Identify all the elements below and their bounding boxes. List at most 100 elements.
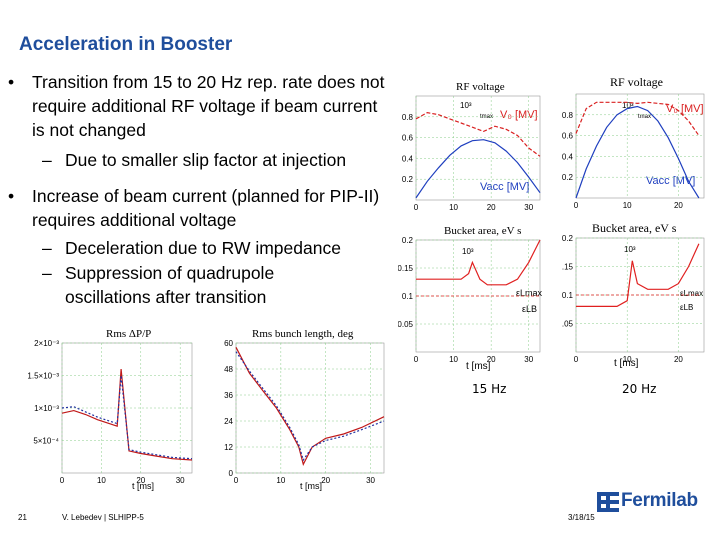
tmax-label: tmax (638, 114, 651, 120)
x-tick-label: 30 (176, 476, 185, 485)
caption-20hz: 20 Hz (622, 382, 657, 396)
y-tick-label: 0.15 (398, 264, 414, 273)
rf-voltage-15hz-chart: RF voltage 10³ tmax V₀ [MV] Vacc [MV] 0.… (402, 81, 541, 212)
plot-area: 0.05 0.1 0.15 0.2 0 10 20 (562, 234, 704, 364)
bucket-area-15hz-chart: Bucket area, eV s 10³ εLmax εLB t [ms] 0… (398, 225, 543, 372)
bullet-item: • Increase of beam current (planned for … (8, 184, 388, 232)
x-tick-label: 20 (674, 201, 683, 210)
y-tick-label: 0.1 (402, 292, 414, 301)
bucket-area-20hz-chart: Bucket area, eV s 10³ εLmax εLB t [ms] 0… (562, 221, 705, 369)
bullet-dot: • (8, 72, 15, 92)
x-tick-label: 20 (674, 355, 683, 364)
x-tick-label: 20 (321, 476, 330, 485)
y-tick-label: 5×10⁻⁴ (33, 437, 59, 446)
chart-title: RF voltage (610, 76, 663, 89)
y-tick-label: 1×10⁻³ (34, 404, 59, 413)
y-tick-label: 0.15 (562, 263, 574, 272)
chart-title: Bucket area, eV s (592, 221, 677, 235)
fermilab-logo-icon (597, 492, 619, 512)
y-tick-label: 0.2 (402, 175, 414, 184)
plot-area: 0.2 0.4 0.6 0.8 0 10 20 (562, 94, 704, 210)
exp-label: 10³ (460, 101, 472, 110)
plot-area: 5×10⁻⁴ 1×10⁻³ 1.5×10⁻³ 2×10⁻³ 0 10 20 30 (28, 339, 193, 485)
y-tick-label: 0.8 (402, 113, 414, 122)
y-tick-label: 0.6 (562, 132, 574, 141)
x-tick-label: 20 (487, 203, 496, 212)
lb-label: εLB (522, 304, 537, 314)
sub-bullet: – Due to smaller slip factor at injectio… (42, 148, 346, 172)
lb-label: εLB (680, 303, 693, 312)
series-line-1 (61, 368, 193, 461)
x-axis-label: t [ms] (300, 481, 322, 491)
lmax-label: εLmax (680, 289, 703, 298)
bullet-item: • Transition from 15 to 20 Hz rep. rate … (8, 70, 388, 142)
x-tick-label: 30 (524, 355, 533, 364)
x-tick-label: 30 (366, 476, 375, 485)
plot-frame (235, 342, 385, 474)
y-tick-label: 0.05 (562, 320, 574, 329)
sub-bullet: – Suppression of quadrupole oscillations… (42, 261, 362, 309)
y-tick-label: 0 (229, 469, 234, 478)
x-tick-label: 10 (97, 476, 106, 485)
page-number: 21 (18, 513, 27, 522)
y-tick-label: 0.4 (402, 154, 414, 163)
sub-dash: – (42, 263, 52, 283)
chart-title: RF voltage (456, 81, 505, 93)
chart-title: Rms bunch length, deg (252, 328, 354, 340)
y-tick-label: 12 (224, 443, 233, 452)
v0-label: V₀ [MV] (666, 103, 704, 115)
y-tick-label: 0.6 (402, 134, 414, 143)
x-tick-label: 0 (574, 201, 579, 210)
rms-dpp-chart: Rms ΔP/P t [ms] 5×10⁻⁴ 1×10⁻³ 1.5×10⁻³ 2×10… (28, 328, 193, 491)
x-axis-label: t [ms] (614, 358, 639, 369)
x-tick-label: 0 (60, 476, 65, 485)
series-line-1 (576, 243, 700, 308)
series-line-2 (235, 351, 385, 462)
slide-title: Acceleration in Booster (19, 34, 233, 55)
x-axis-label: t [ms] (466, 361, 491, 372)
exp-label: 10³ (462, 247, 474, 256)
x-tick-label: 0 (574, 355, 579, 364)
chart-title: Rms ΔP/P (106, 328, 151, 340)
x-axis-label: t [ms] (132, 481, 154, 491)
v0-label: V₀ [MV] (500, 109, 538, 121)
rms-length-chart: Rms bunch length, deg t [ms] 0 12 24 36 48 60… (224, 328, 385, 491)
x-tick-label: 10 (276, 476, 285, 485)
x-tick-label: 30 (524, 203, 533, 212)
y-tick-label: 24 (224, 417, 233, 426)
bullet-text: Increase of beam current (planned for PI… (32, 186, 380, 230)
vacc-label: Vacc [MV] (480, 181, 529, 193)
y-tick-label: 0.2 (562, 173, 574, 182)
y-tick-label: 0.2 (562, 234, 574, 243)
sub-bullet: – Deceleration due to RW impedance (42, 236, 341, 260)
tmax-label: tmax (480, 114, 493, 120)
footer-author: V. Lebedev | SLHIPP-5 (62, 513, 144, 522)
y-tick-label: 60 (224, 339, 233, 348)
x-tick-label: 10 (623, 201, 632, 210)
plot-area: 0.05 0.1 0.15 0.2 0 10 20 30 (398, 236, 541, 364)
y-tick-label: 2×10⁻³ (34, 339, 59, 348)
exp-label: 10³ (624, 245, 636, 254)
bullet-dot: • (8, 186, 15, 206)
y-tick-label: 0.8 (562, 111, 574, 120)
series-line-1 (415, 111, 541, 157)
x-tick-label: 0 (414, 203, 419, 212)
caption-15hz: 15 Hz (472, 382, 507, 396)
series-line-2 (61, 375, 193, 460)
y-tick-label: 0.1 (562, 291, 574, 300)
sub-dash: – (42, 238, 52, 258)
x-tick-label: 10 (449, 203, 458, 212)
y-tick-label: 1.5×10⁻³ (28, 372, 59, 381)
y-tick-label: 0.2 (402, 236, 414, 245)
series-line-2 (415, 139, 541, 199)
x-tick-label: 0 (234, 476, 239, 485)
x-tick-label: 20 (487, 355, 496, 364)
y-tick-label: 48 (224, 365, 233, 374)
y-tick-label: 36 (224, 391, 233, 400)
rf-voltage-20hz-chart: RF voltage 10³ tmax V₀ [MV] Vacc [MV] 0.… (562, 76, 705, 210)
exp-label: 10³ (622, 101, 634, 110)
series-line-1 (235, 347, 385, 466)
x-tick-label: 20 (136, 476, 145, 485)
fermilab-logo-text: Fermilab (621, 490, 698, 511)
series-line-1 (416, 239, 541, 286)
